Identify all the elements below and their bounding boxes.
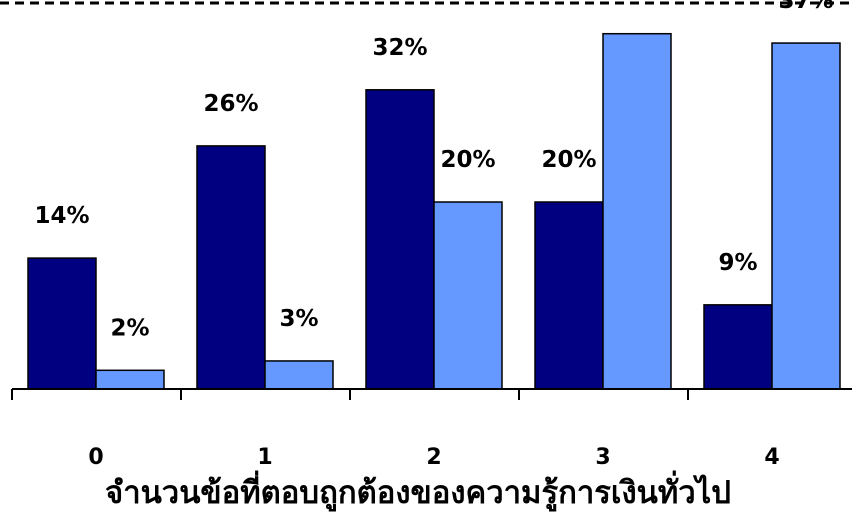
value-label-s2-1: 3% bbox=[279, 306, 318, 332]
value-label-s2-4: 37% bbox=[778, 0, 833, 14]
bar-s2-4 bbox=[771, 42, 841, 390]
value-labels-layer: 14% 2% 26% 3% 32% 20% 20% 38% 9% 37% bbox=[34, 0, 833, 341]
x-axis-title: จำนวนข้อที่ตอบถูกต้องของความรู้การเงินทั… bbox=[105, 470, 731, 512]
bars-layer bbox=[27, 32, 841, 390]
value-label-s1-2: 32% bbox=[372, 35, 427, 61]
bar-s1-3 bbox=[534, 201, 604, 390]
bar-s1-2 bbox=[365, 89, 435, 390]
value-label-s1-0: 14% bbox=[34, 203, 89, 229]
value-label-s2-0: 2% bbox=[110, 315, 149, 341]
x-tick-label-3: 3 bbox=[595, 445, 610, 470]
x-tick-label-1: 1 bbox=[257, 445, 272, 470]
value-label-s1-3: 20% bbox=[541, 147, 596, 173]
x-ticks-layer: 0 1 2 3 4 bbox=[11, 389, 780, 470]
bar-s1-0 bbox=[27, 257, 97, 390]
value-label-s2-2: 20% bbox=[440, 147, 495, 173]
x-tick-label-2: 2 bbox=[426, 445, 441, 470]
x-tick-label-0: 0 bbox=[88, 445, 103, 470]
bar-s2-1 bbox=[264, 360, 334, 390]
bar-s2-0 bbox=[95, 369, 165, 390]
value-label-s1-1: 26% bbox=[203, 91, 258, 117]
x-tick-label-4: 4 bbox=[764, 445, 779, 470]
value-label-s2-3: 38% bbox=[609, 0, 664, 5]
bar-s1-1 bbox=[196, 145, 266, 390]
bar-s2-2 bbox=[433, 201, 503, 390]
value-label-s1-4: 9% bbox=[718, 250, 757, 276]
bar-s1-4 bbox=[703, 304, 773, 390]
bar-s2-3 bbox=[602, 32, 672, 390]
